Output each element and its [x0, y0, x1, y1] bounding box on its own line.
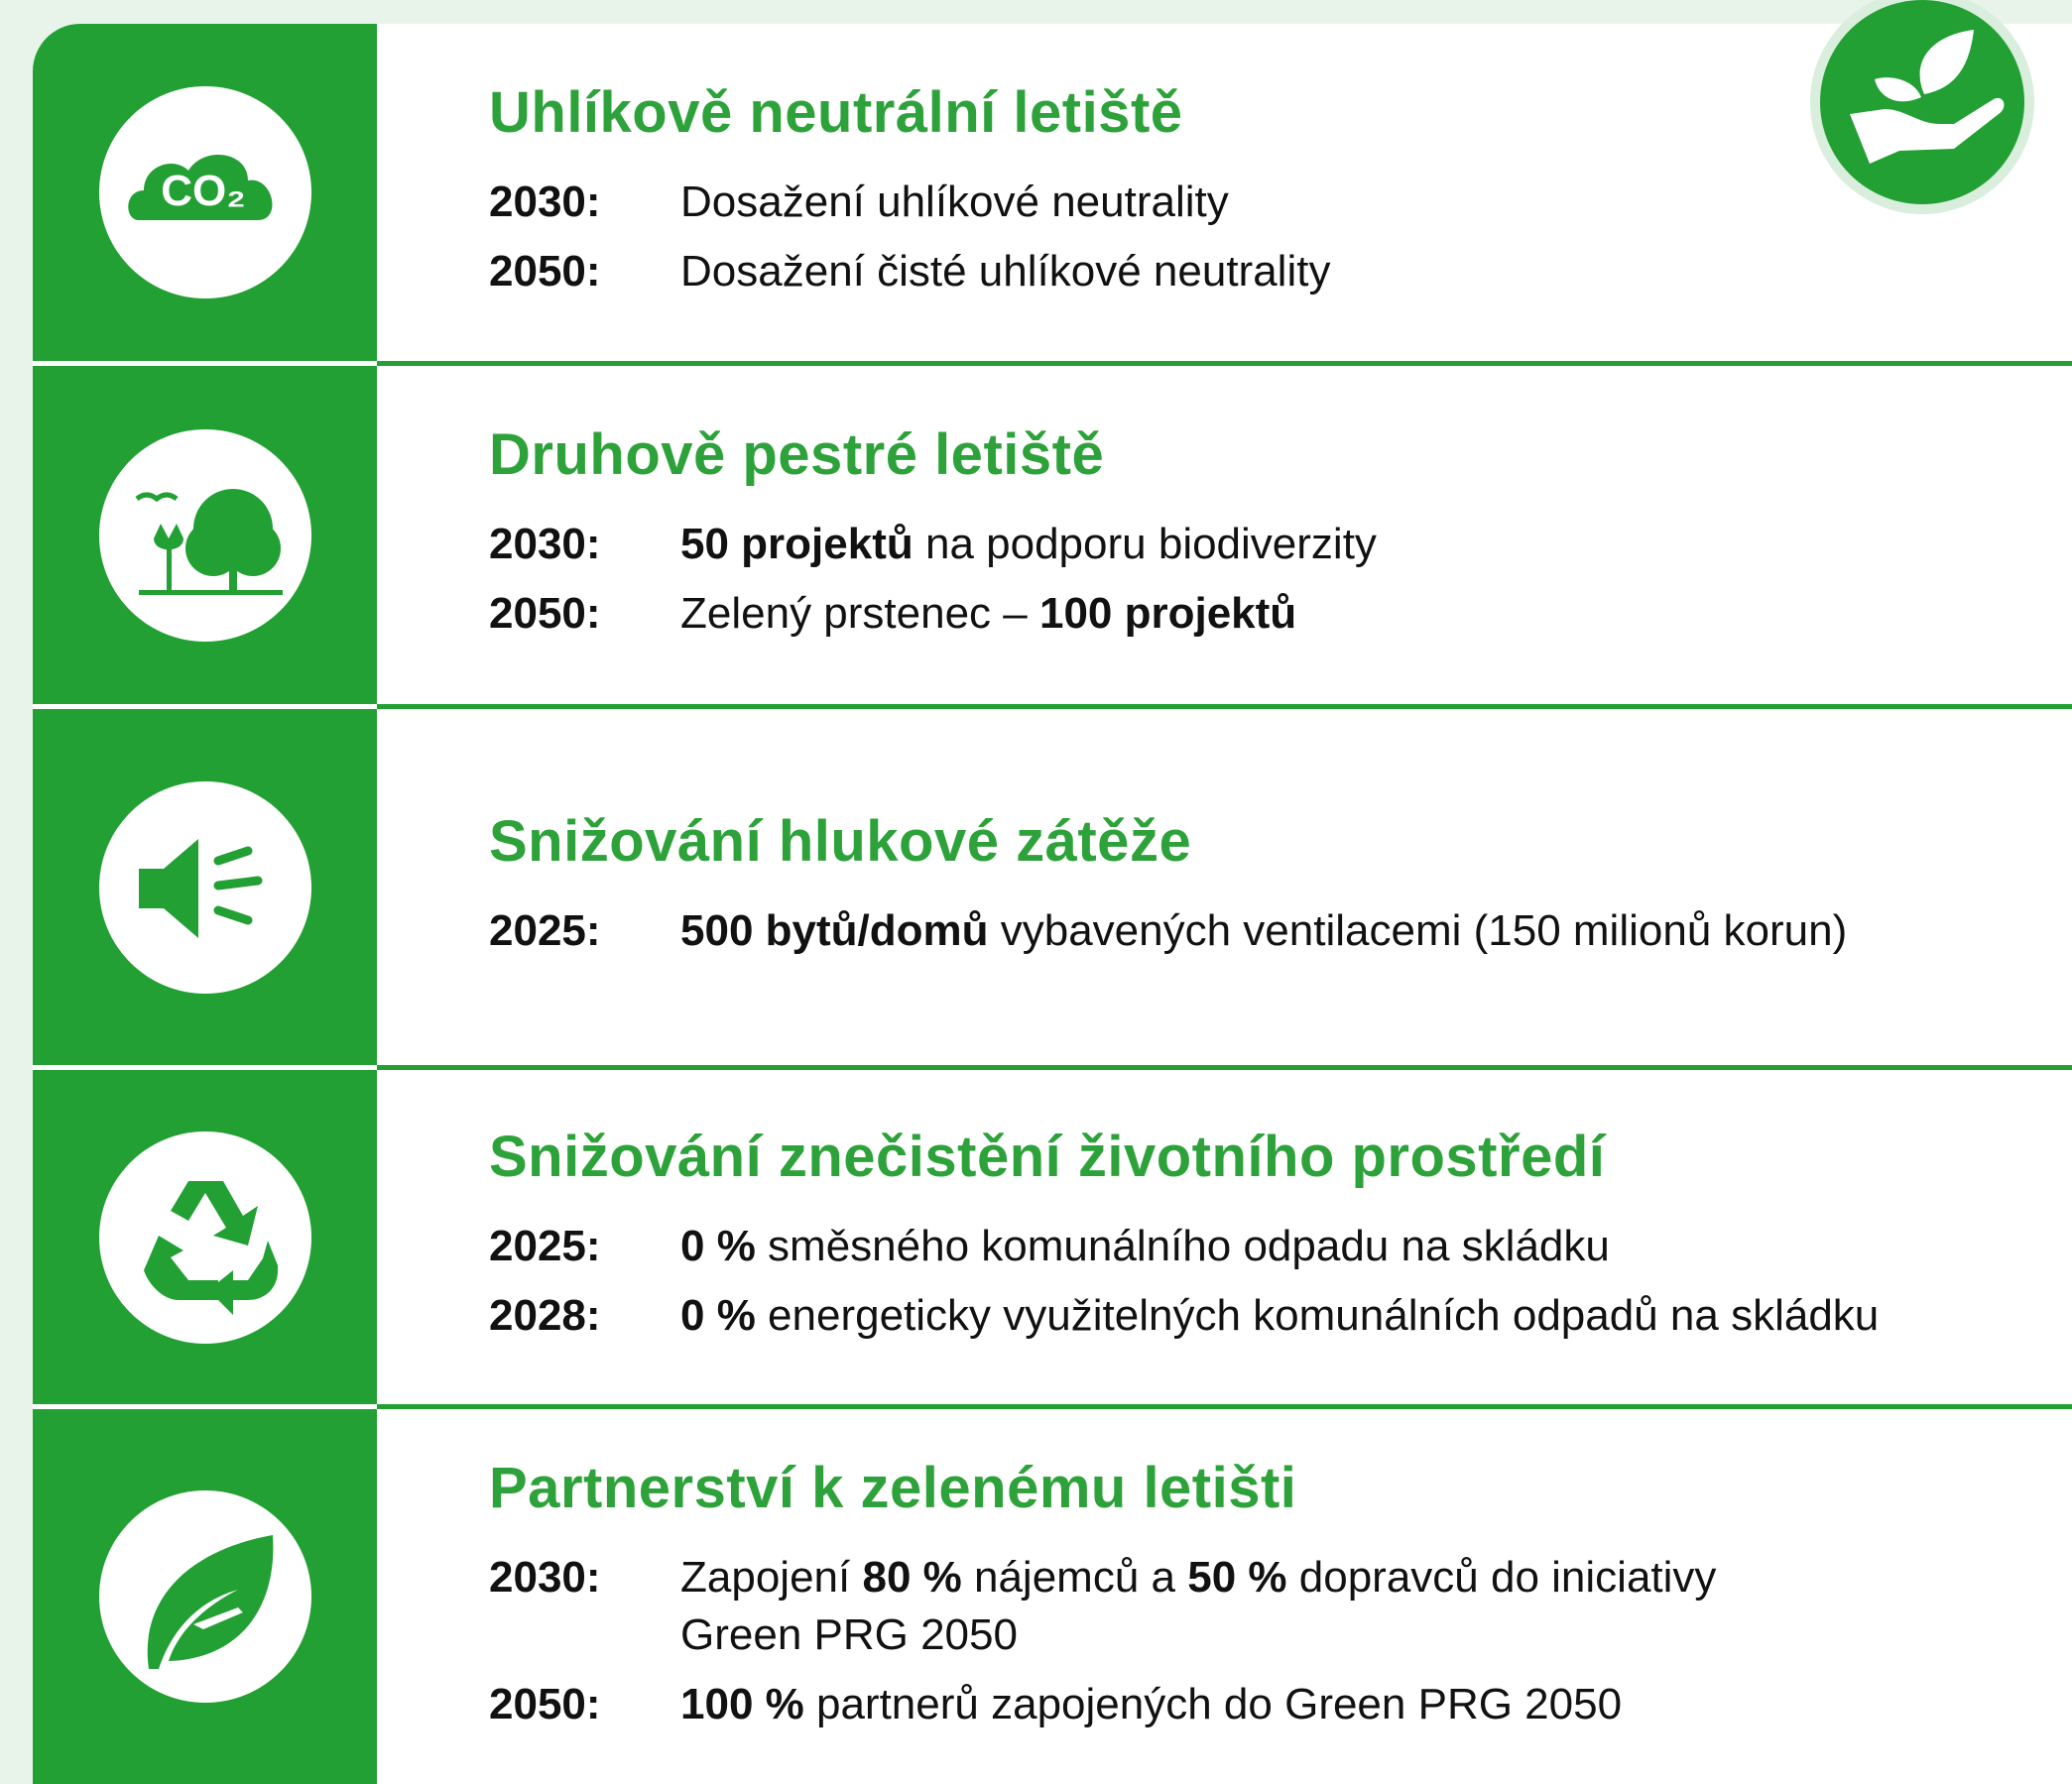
text-part: partnerů zapojených do Green PRG 2050	[803, 1679, 1623, 1728]
text-part: 0 %	[680, 1291, 756, 1340]
target: 2028: 0 % energeticky využitelných komuná…	[489, 1287, 2072, 1345]
text-line: Green PRG 2050	[680, 1606, 1716, 1664]
content: Snižování znečistění životního prostředí…	[377, 1065, 2072, 1404]
icon: CO₂	[98, 86, 311, 298]
target-text: Dosažení čisté uhlíkové neutrality	[680, 243, 1330, 300]
target: 2030: Zapojení 80 % nájemců a 50 % doprav…	[489, 1549, 2072, 1664]
target: 2050: Zelený prstenec – 100 projektů	[489, 585, 2072, 643]
text-line: 100 % partnerů zapojených do Green PRG 2…	[680, 1676, 1622, 1733]
target: 2050: 100 % partnerů zapojených do Green …	[489, 1676, 2072, 1733]
text-part: 100 projektů	[1038, 589, 1297, 638]
icon	[98, 428, 311, 642]
icon	[98, 780, 311, 994]
text-part: Zapojení	[680, 1552, 863, 1602]
text-part: energeticky využitelných komunálních odp…	[755, 1291, 1880, 1340]
text-part: 80 %	[862, 1552, 962, 1602]
text-line: 0 % energeticky využitelných komunálních…	[680, 1287, 1879, 1345]
text-line: 50 projektů na podporu biodiverzity	[680, 516, 1377, 573]
target-text: 100 % partnerů zapojených do Green PRG 2…	[680, 1676, 1622, 1733]
year: 2028:	[489, 1291, 601, 1340]
icon-cell	[33, 1065, 377, 1404]
card: CO₂ Uhlíkově neutrální letiště 2030: Dosaže…	[33, 24, 2072, 1784]
year: 2050:	[489, 1679, 601, 1728]
content: Uhlíkově neutrální letiště 2030: Dosažení …	[377, 24, 2072, 361]
co2-label: CO₂	[161, 167, 246, 215]
target-text: 0 % směsného komunálního odpadu na sklád…	[680, 1218, 1610, 1275]
year: 2050:	[489, 589, 601, 638]
text-part: Dosažení čisté uhlíkové neutrality	[680, 246, 1331, 296]
text-line: Dosažení čisté uhlíkové neutrality	[680, 243, 1330, 300]
text-part: nájemců a	[961, 1552, 1188, 1602]
year: 2050:	[489, 246, 601, 296]
year: 2030:	[489, 520, 601, 568]
target: 2030: Dosažení uhlíkové neutrality	[489, 174, 2072, 231]
text-part: směsného komunálního odpadu na skládku	[755, 1222, 1610, 1270]
icon-cell: CO₂	[33, 24, 377, 361]
section-title: Druhově pestré letiště	[489, 422, 1105, 487]
section: Snižování znečistění životního prostředí…	[33, 1065, 2072, 1404]
section-title: Partnerství k zelenému letišti	[489, 1455, 1297, 1520]
text-line: 500 bytů/domů vybavených ventilacemi (15…	[680, 902, 1847, 960]
text-part: dopravců do iniciativy	[1286, 1552, 1717, 1602]
target: 2030: 50 projektů na podporu biodiverzity	[489, 516, 2072, 573]
text-part: Dosažení uhlíkové neutrality	[680, 177, 1229, 226]
text-part: vybavených ventilacemi (150 milionů koru…	[988, 906, 1848, 955]
icon	[98, 1130, 311, 1344]
section-title: Snižování hlukové zátěže	[489, 809, 1192, 874]
section-title: Uhlíkově neutrální letiště	[489, 79, 1183, 145]
target-text: 500 bytů/domů vybavených ventilacemi (15…	[680, 902, 1847, 960]
text-line: Zapojení 80 % nájemců a 50 % dopravců do…	[680, 1549, 1716, 1606]
target-text: 0 % energeticky využitelných komunálních…	[680, 1287, 1879, 1345]
year: 2030:	[489, 1552, 601, 1602]
text-line: Zelený prstenec – 100 projektů	[680, 585, 1296, 643]
target: 2050: Dosažení čisté uhlíkové neutrality	[489, 243, 2072, 300]
text-line: Dosažení uhlíkové neutrality	[680, 174, 1229, 231]
year: 2025:	[489, 1222, 601, 1270]
content: Snižování hlukové zátěže 2025: 500 bytů/do…	[377, 704, 2072, 1065]
text-part: 100 %	[680, 1679, 804, 1728]
text-part: 500 bytů/domů	[680, 906, 989, 955]
content: Druhově pestré letiště 2030: 50 projektů n…	[377, 361, 2072, 704]
icon-cell	[33, 1404, 377, 1784]
section: Partnerství k zelenému letišti 2030: Zapoj…	[33, 1404, 2072, 1784]
text-line: 0 % směsného komunálního odpadu na sklád…	[680, 1218, 1610, 1275]
icon-cell	[33, 361, 377, 704]
target-text: Zelený prstenec – 100 projektů	[680, 585, 1296, 643]
section: Druhově pestré letiště 2030: 50 projektů n…	[33, 361, 2072, 704]
year: 2025:	[489, 906, 601, 955]
target-text: 50 projektů na podporu biodiverzity	[680, 516, 1377, 573]
text-part: 50 projektů	[680, 520, 914, 568]
target-text: Dosažení uhlíkové neutrality	[680, 174, 1229, 231]
text-part: 0 %	[680, 1222, 756, 1270]
section: CO₂ Uhlíkově neutrální letiště 2030: Dosaže…	[33, 24, 2072, 361]
target: 2025: 500 bytů/domů vybavených ventilacem…	[489, 902, 2072, 960]
text-part: na podporu biodiverzity	[913, 520, 1377, 568]
text-part: 50 %	[1187, 1552, 1287, 1602]
section: Snižování hlukové zátěže 2025: 500 bytů/do…	[33, 704, 2072, 1065]
icon-cell	[33, 704, 377, 1065]
section-title: Snižování znečistění životního prostředí	[489, 1125, 1606, 1189]
icon	[98, 1490, 311, 1703]
text-part: Green PRG 2050	[680, 1609, 1018, 1659]
target-text: Zapojení 80 % nájemců a 50 % dopravců do…	[680, 1549, 1716, 1664]
leaf-hand-badge	[1810, 0, 2034, 214]
content: Partnerství k zelenému letišti 2030: Zapoj…	[377, 1404, 2072, 1784]
target: 2025: 0 % směsného komunálního odpadu na …	[489, 1218, 2072, 1275]
year: 2030:	[489, 177, 601, 226]
text-part: Zelený prstenec –	[680, 589, 1039, 638]
